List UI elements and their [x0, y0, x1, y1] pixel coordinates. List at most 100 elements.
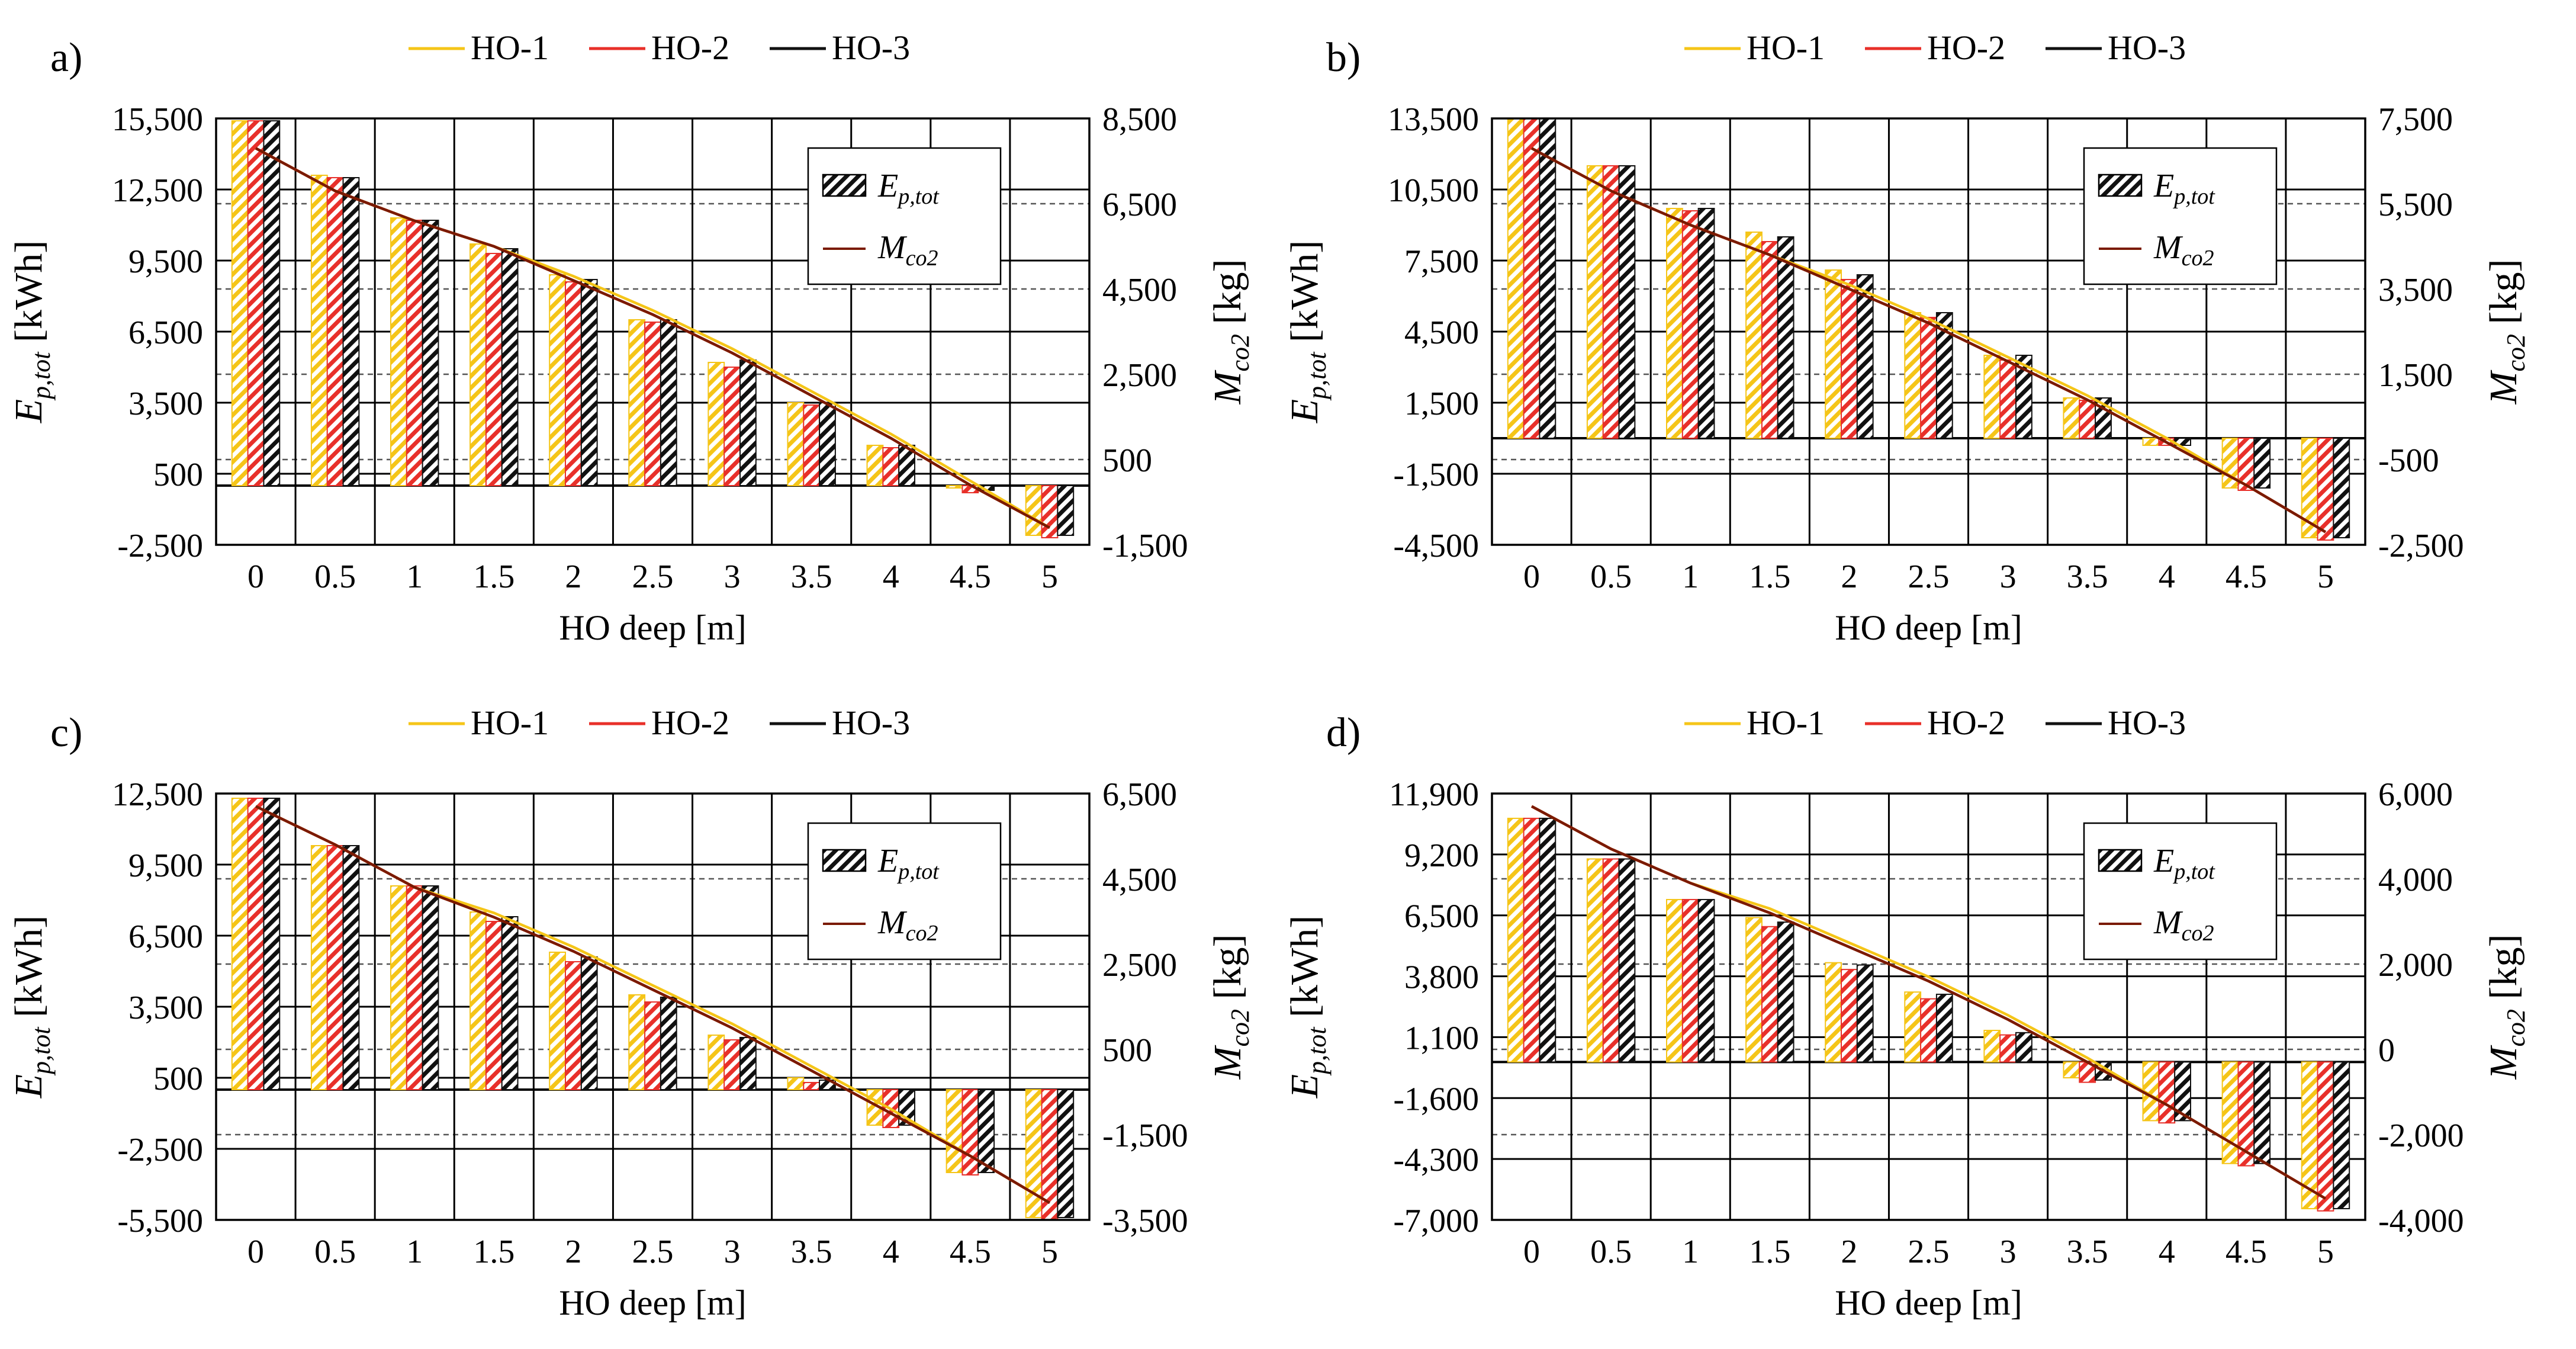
bar: [2158, 1061, 2176, 1124]
bar: [231, 120, 249, 486]
x-tick-label: 1: [406, 1234, 423, 1270]
bar: [342, 177, 360, 486]
x-tick-label: 4: [2159, 1234, 2175, 1270]
y-tick-label: 15,500: [112, 101, 203, 138]
y-tick-label: 3,500: [128, 990, 203, 1026]
x-axis-label: HO deep [m]: [559, 608, 747, 647]
y-tick-label: -7,000: [1393, 1203, 1479, 1239]
inner-legend-bar-label: Ep,tot: [877, 168, 940, 209]
x-tick-label: 1.5: [1749, 558, 1790, 595]
bar: [1999, 1034, 2017, 1063]
y2-axis-label-text: Mco2 [kg]: [2482, 934, 2530, 1080]
x-tick-label: 5: [1041, 558, 1058, 595]
x-tick-label: 2.5: [632, 1234, 674, 1270]
x-tick-label: 0: [1523, 1234, 1540, 1270]
x-tick-label: 5: [2317, 558, 2334, 595]
y2-tick-label: 6,000: [2378, 776, 2453, 813]
y-axis-label-text: Ep,tot [kWh]: [7, 240, 56, 424]
inner-legend-box: [2083, 147, 2278, 285]
bar: [231, 798, 249, 1090]
bar: [310, 175, 328, 486]
bar: [1523, 118, 1541, 439]
chart-panel-4: d) -7,000 -4,300 -1,600 1,100 3,800 6,500 9,200…: [1283, 704, 2530, 1322]
bar: [1777, 921, 1794, 1063]
y2-tick-label: 2,000: [2378, 947, 2453, 984]
y-tick-label: -2,500: [117, 1132, 203, 1168]
inner-legend-bar-swatch: [2098, 174, 2143, 197]
bar: [2063, 1061, 2080, 1078]
plot-frame: [1491, 117, 2366, 546]
y-tick-label: -4,300: [1393, 1142, 1479, 1178]
y2-tick-label: -3,500: [1102, 1203, 1188, 1239]
legend-label: HO-3: [2108, 704, 2186, 742]
bar: [469, 243, 487, 486]
bar: [2079, 400, 2096, 439]
bar: [946, 485, 963, 489]
bar: [1841, 279, 1858, 439]
bar: [422, 885, 439, 1090]
y-tick-label: 3,500: [128, 386, 203, 422]
y2-tick-label: 500: [1102, 442, 1152, 479]
inner-legend-line-label: Mco2: [877, 229, 938, 271]
bar: [2253, 438, 2271, 489]
series-line: [1530, 805, 2327, 1200]
inner-legend-box: [807, 147, 1002, 285]
bar: [1904, 991, 1922, 1063]
y2-tick-label: 6,500: [1102, 187, 1177, 223]
legend-label: HO-1: [471, 704, 549, 742]
bar: [628, 994, 646, 1090]
bar: [660, 319, 677, 486]
chart-panel-2: b)-4,500-1,5001,5004,5007,50010,50013,50…: [1283, 28, 2530, 647]
bar: [803, 1082, 821, 1090]
y2-axis-label-text: Mco2 [kg]: [1206, 934, 1255, 1080]
bar: [1935, 994, 1953, 1063]
bar: [2301, 1061, 2318, 1209]
panel-label: b): [1326, 35, 1361, 81]
x-tick-label: 3: [724, 558, 741, 595]
x-tick-label: 2: [1841, 558, 1857, 595]
y-tick-label: 12,500: [112, 172, 203, 209]
bar: [406, 220, 423, 486]
y2-axis-label: Mco2 [kg]: [2482, 259, 2530, 405]
inner-legend-bar-swatch: [2098, 849, 2143, 872]
bar: [565, 961, 582, 1090]
y-axis-label: Ep,tot [kWh]: [7, 916, 56, 1099]
bar: [1825, 269, 1842, 439]
bar: [787, 1077, 805, 1090]
y-tick-label: -1,500: [1393, 457, 1479, 493]
bar: [485, 253, 503, 486]
bar: [565, 281, 582, 486]
bar: [1904, 312, 1922, 439]
chart-panel-3: c)-5,500-2,5005003,5006,5009,50012,500-3…: [7, 704, 1255, 1322]
x-tick-label: 4.5: [2226, 558, 2267, 595]
bar: [549, 274, 567, 486]
plot-frame: [215, 117, 1091, 546]
x-tick-label: 0: [247, 1234, 264, 1270]
y-tick-label: 11,900: [1389, 776, 1479, 813]
bar: [2063, 397, 2080, 439]
bar: [326, 845, 344, 1090]
legend-label: HO-2: [651, 28, 729, 67]
x-tick-label: 3.5: [2067, 558, 2108, 595]
y-tick-label: 9,200: [1404, 837, 1479, 874]
x-tick-label: 0.5: [314, 558, 356, 595]
y2-axis-label: Mco2 [kg]: [1206, 934, 1255, 1080]
bar: [1856, 964, 1874, 1063]
inner-legend-line-label: Mco2: [2153, 229, 2214, 271]
bar: [390, 885, 407, 1090]
bar: [549, 952, 567, 1090]
bar: [2333, 438, 2350, 538]
y2-tick-label: -4,000: [2378, 1203, 2464, 1239]
series-line: [1530, 147, 2327, 534]
bar: [1666, 208, 1683, 439]
y2-tick-label: 5,500: [2378, 187, 2453, 223]
y2-tick-label: 2,500: [1102, 357, 1177, 394]
bar: [628, 319, 646, 486]
bar: [723, 1039, 741, 1090]
bar: [1761, 241, 1779, 439]
y2-tick-label: 0: [2378, 1032, 2395, 1069]
bar: [1507, 817, 1525, 1063]
y2-tick-label: 4,000: [2378, 862, 2453, 898]
inner-legend-box: [807, 822, 1002, 961]
bar: [739, 359, 757, 486]
